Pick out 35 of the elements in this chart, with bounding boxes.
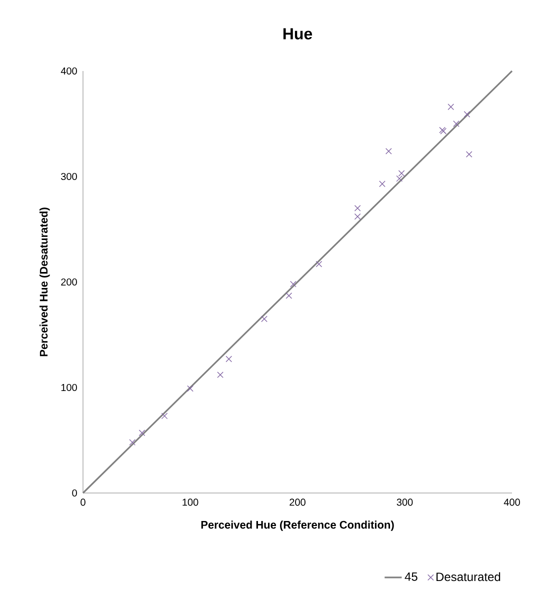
y-tick-label: 300 — [61, 172, 77, 180]
point — [354, 204, 361, 212]
point — [161, 412, 168, 420]
point — [379, 180, 386, 188]
point — [385, 148, 392, 154]
point — [226, 356, 232, 362]
point — [466, 151, 472, 158]
y-tick-label: 100 — [61, 384, 77, 392]
chart-title: Hue — [283, 28, 312, 40]
point — [187, 385, 194, 392]
y-axis-title: Perceived Hue (Desaturated) — [40, 208, 50, 356]
x-tick-label: 300 — [396, 498, 413, 506]
y-tick-label: 0 — [72, 489, 77, 497]
point — [316, 260, 322, 268]
point — [286, 292, 292, 299]
y-tick-label: 400 — [60, 67, 77, 75]
x-tick-label: 100 — [182, 498, 198, 506]
point — [290, 280, 296, 288]
x-tick-label: 400 — [504, 498, 520, 506]
y-tick-label: 200 — [61, 278, 77, 286]
point — [453, 120, 460, 127]
x-axis-title: Perceived Hue (Reference Condition) — [201, 520, 394, 531]
point — [398, 170, 405, 177]
x-tick-label: 200 — [290, 498, 306, 506]
point — [129, 439, 136, 446]
x-tick-label: 0 — [80, 498, 86, 506]
point — [464, 111, 470, 118]
legend-label: 45 — [404, 572, 418, 581]
point — [354, 213, 361, 220]
point — [396, 175, 403, 182]
legend-label: Desaturated — [436, 572, 500, 582]
point — [138, 430, 146, 436]
point — [217, 372, 224, 378]
point — [261, 316, 268, 322]
point — [448, 104, 454, 110]
